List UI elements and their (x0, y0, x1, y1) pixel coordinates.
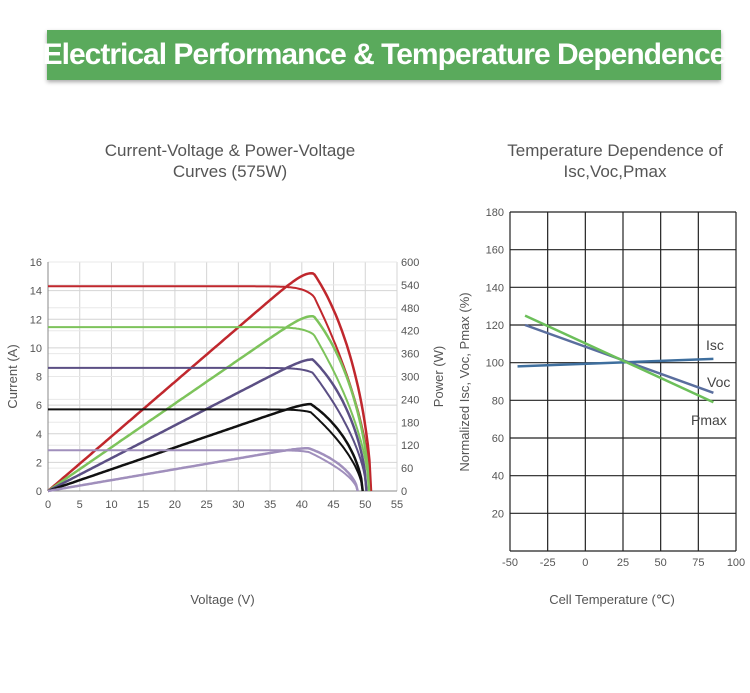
temp-label-isc: Isc (706, 337, 724, 353)
temp-chart-title-line-2: Isc,Voc,Pmax (563, 162, 667, 181)
iv-y2-tick-label: 0 (401, 486, 407, 498)
iv-y2-tick-label: 360 (401, 349, 419, 361)
iv-x-tick-label: 30 (232, 499, 244, 511)
temp-y-tick-label: 60 (492, 433, 504, 445)
iv-x-axis-label: Voltage (V) (190, 592, 254, 607)
iv-y-tick-label: 12 (30, 314, 42, 326)
iv-x-tick-label: 0 (45, 499, 51, 511)
temp-y-axis-label: Normalized Isc, Voc, Pmax (%) (457, 292, 472, 471)
iv-y-tick-label: 10 (30, 343, 42, 355)
iv-x-tick-label: 50 (359, 499, 371, 511)
pv-curve-8002 (47, 314, 371, 493)
temp-x-tick-label: -25 (540, 557, 556, 569)
iv-y2-tick-label: 120 (401, 440, 419, 452)
iv-chart-title: Current-Voltage & Power-Voltage Curves (… (60, 140, 400, 182)
temp-y-tick-label: 180 (486, 207, 504, 219)
iv-y-tick-label: 6 (36, 400, 42, 412)
iv-y-axis-label: Current (A) (5, 344, 20, 408)
iv-x-tick-label: 15 (137, 499, 149, 511)
temp-y-tick-label: 160 (486, 245, 504, 257)
iv-chart-title-line-1: Current-Voltage & Power-Voltage (104, 141, 356, 160)
pv-curve-2002 (47, 447, 359, 493)
temp-x-tick-label: 100 (727, 557, 745, 569)
temp-y-tick-label: 120 (486, 320, 504, 332)
iv-x-tick-label: 55 (391, 499, 403, 511)
header-banner: Electrical Performance & Temperature Dep… (43, 30, 726, 80)
iv-curve-6002 (48, 366, 368, 492)
temp-chart-title-line-1: Temperature Dependence of (507, 141, 723, 160)
iv-x-tick-label: 45 (327, 499, 339, 511)
pv-curve-6002 (47, 358, 368, 493)
iv-y2-tick-label: 600 (401, 257, 419, 269)
temp-y-tick-label: 140 (486, 282, 504, 294)
pv-curve-10002 (47, 272, 373, 492)
iv-curve-4002 (48, 408, 364, 492)
iv-curve-2002 (48, 449, 359, 492)
iv-x-tick-label: 35 (264, 499, 276, 511)
iv-y2-tick-label: 420 (401, 326, 419, 338)
pv-curve-4002 (47, 402, 364, 493)
iv-y-tick-label: 4 (36, 429, 42, 441)
iv-y2-tick-label: 480 (401, 303, 419, 315)
iv-y-tick-label: 8 (36, 372, 42, 384)
temp-y-tick-label: 80 (492, 395, 504, 407)
iv-y-tick-label: 16 (30, 257, 42, 269)
temp-line-pmax (524, 314, 714, 404)
iv-y2-tick-label: 60 (401, 463, 413, 475)
iv-y-tick-label: 2 (36, 457, 42, 469)
iv-x-tick-label: 40 (296, 499, 308, 511)
iv-y-tick-label: 14 (30, 286, 42, 298)
iv-x-tick-label: 25 (201, 499, 213, 511)
iv-y2-axis-label: Power (W) (431, 346, 446, 407)
iv-curve-10002 (48, 285, 372, 492)
iv-y2-tick-label: 240 (401, 394, 419, 406)
temp-x-tick-label: 25 (617, 557, 629, 569)
temp-y-tick-label: 20 (492, 508, 504, 520)
iv-y2-tick-label: 300 (401, 372, 419, 384)
iv-y-tick-label: 0 (36, 486, 42, 498)
iv-y2-tick-label: 180 (401, 417, 419, 429)
temp-x-tick-label: 0 (582, 557, 588, 569)
temp-x-axis-label: Cell Temperature (℃) (549, 592, 675, 607)
temp-line-isc (517, 357, 714, 368)
iv-x-tick-label: 20 (169, 499, 181, 511)
temp-x-tick-label: 50 (655, 557, 667, 569)
iv-x-tick-label: 10 (105, 499, 117, 511)
iv-x-tick-label: 5 (77, 499, 83, 511)
iv-chart-title-line-2: Curves (575W) (172, 162, 288, 181)
temp-y-tick-label: 40 (492, 471, 504, 483)
temp-label-voc: Voc (707, 374, 730, 390)
iv-y2-tick-label: 540 (401, 280, 419, 292)
temp-label-pmax: Pmax (691, 412, 727, 428)
banner-title: Electrical Performance & Temperature Dep… (42, 38, 727, 71)
temp-y-tick-label: 100 (486, 358, 504, 370)
temp-x-tick-label: -50 (502, 557, 518, 569)
temp-chart-title: Temperature Dependence of Isc,Voc,Pmax (480, 140, 750, 182)
temp-x-tick-label: 75 (692, 557, 704, 569)
iv-curve-8002 (48, 326, 371, 492)
